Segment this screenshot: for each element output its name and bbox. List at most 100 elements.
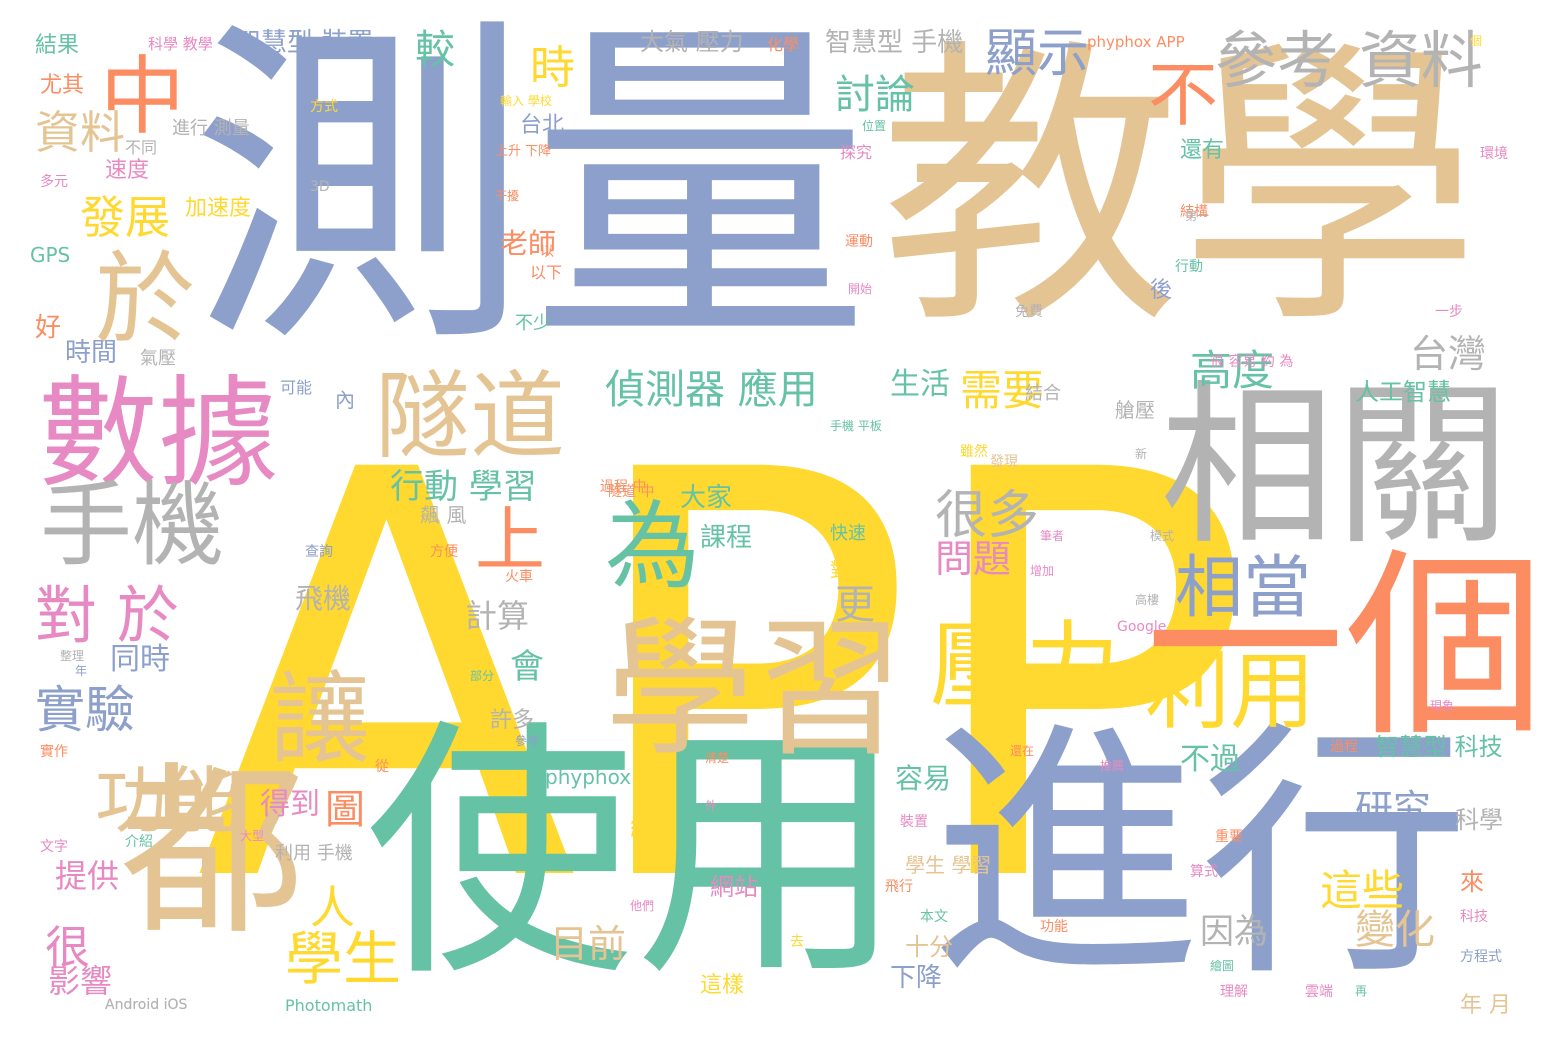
word-cloud-term: 壓力 bbox=[930, 612, 1121, 722]
word-cloud-term: 免費 bbox=[1015, 304, 1043, 320]
word-cloud-term: 理解 bbox=[1220, 984, 1248, 1000]
word-cloud-term: 年 bbox=[75, 664, 88, 678]
word-cloud-term: 開始 bbox=[848, 282, 873, 296]
word-cloud-term: 較 bbox=[415, 27, 455, 73]
word-cloud-term: 智慧型 科技 bbox=[1375, 733, 1503, 761]
word-cloud-term: 一步 bbox=[1435, 304, 1463, 320]
word-cloud-term: 干擾 bbox=[495, 189, 520, 203]
word-cloud-term: 現象 bbox=[1430, 699, 1455, 713]
word-cloud-term: 討論 bbox=[835, 72, 915, 118]
word-cloud-term: 台灣 bbox=[1410, 332, 1487, 376]
word-cloud-term: 個 bbox=[1470, 34, 1483, 48]
word-cloud-term: 高度 bbox=[1190, 346, 1275, 395]
word-cloud-term: 氣壓 bbox=[140, 348, 176, 369]
word-cloud-term: 約 bbox=[630, 813, 654, 841]
word-cloud-term: phyphox bbox=[545, 765, 632, 789]
word-cloud-term: 上升 下降 bbox=[495, 144, 552, 159]
word-cloud-term: 發展 bbox=[80, 191, 171, 244]
word-cloud-term: 來 bbox=[1460, 868, 1484, 896]
word-cloud-term: 智慧型 裝置 bbox=[235, 28, 374, 58]
word-cloud-term: 參考 資料 bbox=[1215, 24, 1483, 97]
word-cloud-term: 不少 bbox=[515, 313, 551, 334]
word-cloud-term: 介紹 bbox=[125, 834, 153, 850]
word-cloud-term: 資料 bbox=[35, 106, 126, 159]
word-cloud-term: 都 bbox=[120, 744, 305, 960]
word-cloud-term: 還有 bbox=[1180, 138, 1225, 163]
word-cloud-term: 去 bbox=[790, 934, 804, 950]
word-cloud-term: 學習 bbox=[605, 603, 906, 777]
word-cloud-term: 課程 bbox=[700, 523, 753, 553]
word-cloud-term: 相當 bbox=[1175, 549, 1312, 628]
word-cloud-term: 一個 bbox=[1145, 531, 1546, 764]
word-cloud-term: 影響 bbox=[48, 962, 113, 1000]
word-cloud-term: 很 bbox=[45, 921, 91, 974]
word-cloud-term: 問題 bbox=[935, 537, 1012, 581]
word-cloud-term: 不同 bbox=[125, 138, 158, 157]
word-cloud-term: 第一 bbox=[1185, 209, 1210, 223]
word-cloud-term: 推薦 bbox=[1100, 759, 1125, 773]
word-cloud-term: 隧道 bbox=[375, 362, 566, 472]
word-cloud-term: 很多 bbox=[935, 486, 1040, 546]
word-cloud-term: 顯示 bbox=[985, 24, 1090, 84]
word-cloud-term: 教學 bbox=[880, 15, 1480, 364]
word-cloud-term: 偵測器 應用 bbox=[605, 367, 818, 413]
word-cloud-term: 雲端 bbox=[1305, 984, 1333, 1000]
word-cloud-term: 可能 bbox=[280, 378, 313, 397]
word-cloud-term: 過程 中 bbox=[600, 479, 647, 495]
word-cloud-term: 利用 bbox=[1145, 643, 1316, 742]
word-cloud-term: 大家 bbox=[680, 483, 733, 513]
word-cloud-term: 結果 bbox=[35, 33, 80, 58]
word-cloud-term: 不 bbox=[1148, 54, 1218, 136]
word-cloud-term: 外 bbox=[705, 799, 718, 813]
word-cloud-term: 生活 bbox=[890, 367, 950, 402]
word-cloud-term: 對 bbox=[830, 558, 850, 582]
word-cloud-term: 文字 bbox=[40, 839, 68, 855]
word-cloud-term: 時間 bbox=[65, 338, 118, 368]
word-cloud-term: 隧道 中 bbox=[608, 484, 655, 500]
word-cloud-term: 這些 bbox=[1320, 866, 1405, 915]
word-cloud-term: Google bbox=[1117, 619, 1167, 635]
word-cloud-term: 結合 bbox=[1025, 383, 1061, 404]
word-cloud-term: 行動 學習 bbox=[390, 467, 537, 507]
word-cloud-term: Android iOS bbox=[105, 997, 188, 1013]
word-cloud-term: Android iOS bbox=[105, 997, 188, 1013]
word-cloud-term: 提供 bbox=[55, 857, 120, 895]
word-cloud-term: 功能 bbox=[1040, 919, 1068, 935]
word-cloud-term: 會 bbox=[510, 647, 544, 687]
word-cloud-term: 方便 bbox=[430, 544, 458, 560]
word-cloud-term: GPS bbox=[30, 243, 71, 267]
word-cloud-term: 發現 bbox=[990, 454, 1018, 470]
word-cloud-term: 老師 bbox=[500, 227, 557, 260]
word-cloud-term: 變化 bbox=[1355, 907, 1435, 953]
word-cloud-term: 探究 bbox=[840, 143, 873, 162]
word-cloud-term: 運動 bbox=[845, 234, 873, 250]
word-cloud-term: 飛機 bbox=[295, 582, 352, 615]
word-cloud-term: 結構 bbox=[1180, 204, 1208, 220]
word-cloud-term: 化學 bbox=[767, 35, 800, 54]
word-cloud-term: 再 bbox=[1355, 984, 1368, 998]
word-cloud-term: 功能 bbox=[95, 759, 240, 843]
word-cloud-term: 利用 手機 bbox=[275, 843, 353, 864]
word-cloud-term: 下降 bbox=[890, 963, 943, 993]
word-cloud-term: 測量 bbox=[190, 0, 870, 388]
word-cloud-term: 智慧型 手機 bbox=[825, 28, 964, 58]
word-cloud-term: 這樣 bbox=[700, 973, 745, 998]
word-cloud-term: 對 於 bbox=[35, 579, 179, 652]
word-cloud-term: Photomath bbox=[285, 996, 373, 1015]
word-cloud-term: 本文 bbox=[920, 909, 948, 925]
word-cloud-term: 需要 bbox=[960, 366, 1045, 415]
word-cloud-term: 輸入 學校 bbox=[500, 94, 552, 108]
word-cloud-term: 同時 bbox=[110, 642, 170, 677]
word-cloud-term: 行動 bbox=[1175, 259, 1203, 275]
word-cloud-term: 實驗 bbox=[35, 681, 135, 739]
word-cloud-term: 飆 風 bbox=[420, 503, 467, 527]
word-cloud-term: 清楚 bbox=[705, 751, 730, 765]
word-cloud-term: 圖 bbox=[325, 787, 365, 833]
word-cloud-term: 學生 學習 bbox=[905, 853, 992, 877]
word-cloud-term: 科學 教學 bbox=[148, 35, 213, 53]
word-cloud-term: 很 容易 約 為 bbox=[1210, 354, 1294, 370]
word-cloud-term: 整理 bbox=[60, 649, 85, 663]
word-cloud-term: 增加 bbox=[1030, 564, 1055, 578]
word-cloud-term: 人工智慧 bbox=[1355, 378, 1451, 406]
